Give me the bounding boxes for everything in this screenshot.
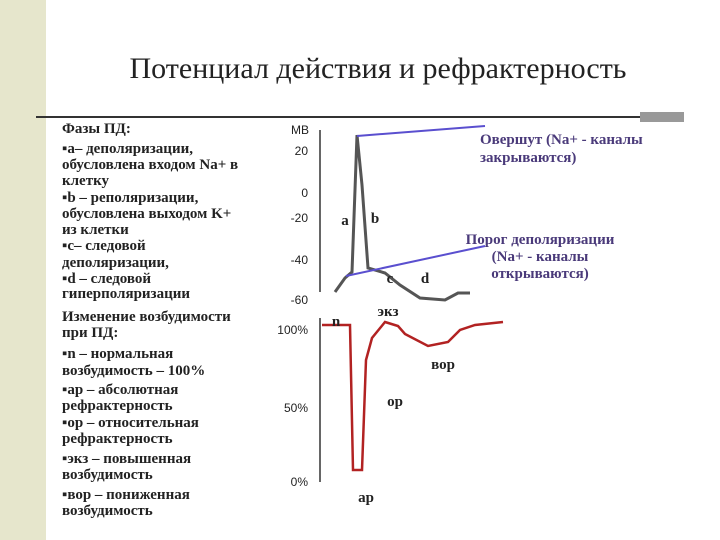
tick-label: 0	[301, 186, 308, 200]
phase-label: ор	[387, 394, 403, 410]
text-line: ▪экз – повышенная	[62, 451, 191, 467]
phase-label: a	[341, 213, 349, 229]
phase-label: ар	[358, 490, 374, 506]
text-line: возбудимость – 100%	[62, 363, 205, 379]
threshold-pointer	[345, 245, 486, 277]
title: Потенциал действия и рефрактерность	[130, 52, 627, 85]
text-line: ▪n – нормальная	[62, 346, 173, 362]
note-line: Порог деполяризации	[466, 232, 615, 248]
tick-label: -20	[291, 211, 309, 225]
text-line: ▪d – следовой	[62, 271, 151, 287]
phase-label: d	[421, 271, 430, 287]
text-line: возбудимость	[62, 503, 153, 519]
action-potential-curve	[333, 134, 470, 302]
tick-label: 50%	[284, 401, 308, 415]
graph-labels: МВ 20 0 -20 -40 -60 a b c d Овершут (Na+ - каналы з…	[277, 123, 643, 506]
text-line: обусловлена выходом K+	[62, 206, 231, 222]
text-line: ▪b – реполяризации,	[62, 190, 199, 206]
left-column: Фазы ПД: ▪a– деполяризации,обусловлена вх…	[62, 121, 238, 519]
tick-label: 0%	[291, 475, 309, 489]
note-line: Овершут (Na+ - каналы	[480, 132, 643, 148]
text-line: деполяризации,	[62, 255, 169, 271]
phase-label: n	[332, 314, 341, 330]
tick-label: -40	[291, 253, 309, 267]
text-line: клетку	[62, 173, 110, 189]
phase-label: экз	[378, 304, 399, 320]
text-line: возбудимость	[62, 467, 153, 483]
excitability-curve	[322, 320, 504, 472]
side-strip	[0, 0, 46, 540]
phase-label: вор	[431, 357, 455, 373]
rule-block	[640, 112, 684, 122]
text-line: ▪a– деполяризации,	[62, 141, 193, 157]
text-line: обусловлена входом Na+ в	[62, 157, 238, 173]
text-line: при ПД:	[62, 325, 118, 341]
text-line: рефрактерность	[62, 398, 173, 414]
text-line: Изменение возбудимости	[62, 309, 231, 325]
text-line: гиперполяризации	[62, 286, 190, 302]
tick-label: -60	[291, 293, 309, 307]
text-line: Фазы ПД:	[62, 121, 131, 137]
note-line: (Na+ - каналы	[492, 249, 589, 265]
phase-label: c	[387, 271, 394, 287]
text-line: ▪c– следовой	[62, 238, 146, 254]
unit-label: МВ	[291, 123, 309, 137]
phase-label: b	[371, 211, 379, 227]
text-line: ▪ор – относительная	[62, 415, 199, 431]
note-line: закрываются)	[480, 150, 576, 166]
text-line: из клетки	[62, 222, 129, 238]
overshoot-pointer	[356, 125, 486, 137]
text-line: ▪вор – пониженная	[62, 487, 190, 503]
tick-label: 20	[295, 144, 309, 158]
tick-label: 100%	[277, 323, 308, 337]
text-line: рефрактерность	[62, 431, 173, 447]
text-line: ▪ар – абсолютная	[62, 382, 178, 398]
note-line: открываются)	[491, 266, 589, 282]
